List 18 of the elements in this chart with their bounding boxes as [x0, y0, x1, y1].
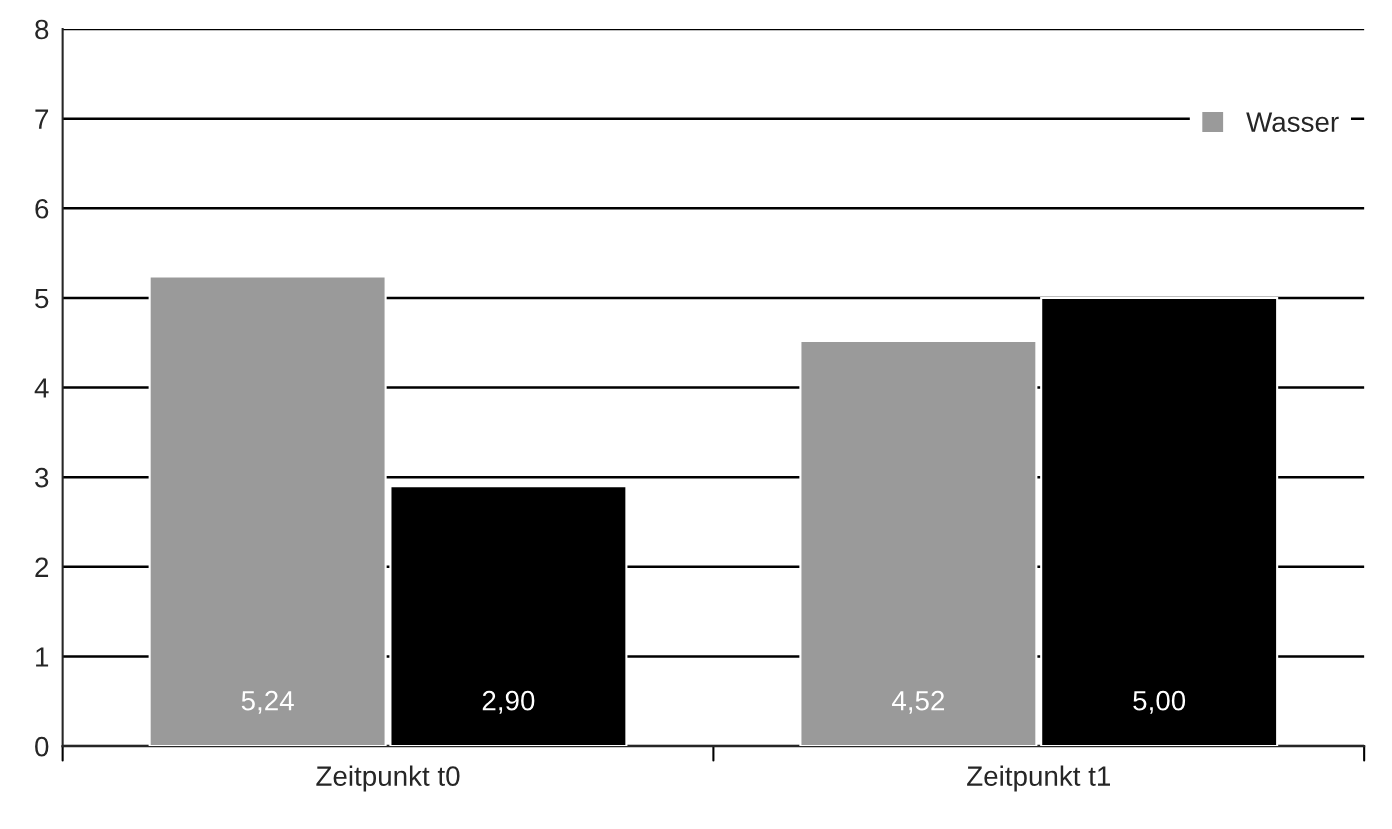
x-tick-label: Zeitpunkt t0 [316, 765, 460, 792]
y-tick-label: 1 [36, 647, 49, 667]
y-tick-label: 5 [35, 288, 49, 309]
y-tick-label: 4 [34, 378, 49, 398]
data-label: 5,24 [241, 690, 294, 714]
y-tick-label: 8 [35, 19, 49, 40]
data-label: 2,90 [482, 690, 535, 714]
y-tick-label: 0 [35, 736, 49, 757]
y-tick-label: 7 [35, 109, 49, 129]
y-tick-label: 2 [35, 557, 49, 577]
y-tick-label: 6 [35, 198, 49, 219]
data-label: 4,52 [892, 690, 945, 714]
x-tick-label: Zeitpunkt t1 [967, 765, 1110, 792]
y-tick-label: 3 [35, 467, 49, 488]
bar [799, 339, 1038, 747]
data-label: 5,00 [1133, 690, 1186, 714]
bar [148, 275, 387, 747]
legend-label: Wasser [1246, 112, 1339, 132]
